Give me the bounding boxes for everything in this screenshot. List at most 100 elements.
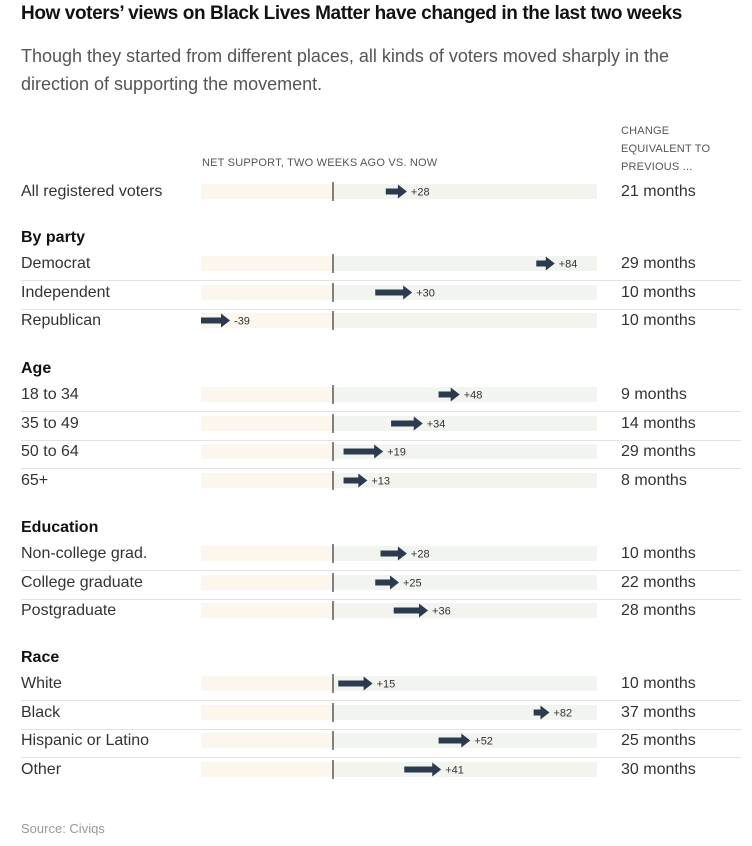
arrow-track: +28 [201,182,597,201]
change-value-label: +25 [403,577,422,589]
row-label: 35 to 49 [21,414,79,432]
change-value-label: +48 [464,390,483,402]
row-label: 50 to 64 [21,443,79,461]
row-label: College graduate [21,573,143,591]
arrow-head [419,603,429,618]
negative-zone-bg [201,284,333,300]
positive-zone-bg [333,284,597,300]
arrow-head [390,575,399,590]
months-equivalent: 10 months [621,312,696,330]
negative-zone-bg [201,676,333,691]
row-label: 18 to 34 [21,386,79,403]
negative-zone-bg [201,704,333,720]
change-value-label: +30 [416,287,435,299]
chart-row: Republican -39 10 months [21,309,741,337]
section-heading: Age [21,360,52,377]
chart-row: 35 to 49 +34 14 months [21,412,741,441]
chart-row: Other +41 30 months [21,758,741,786]
months-equivalent: 9 months [621,386,687,403]
change-value-label: +36 [432,606,451,618]
arrow-track: -39 [201,311,597,331]
arrow-shaft [380,550,399,557]
positive-zone-bg [333,387,597,402]
row-label: Non-college grad. [21,545,148,562]
arrow-shaft [533,709,542,716]
arrow-head [358,473,368,488]
row-label: 65+ [21,472,49,490]
arrow-track: +25 [201,572,597,592]
arrow-shaft [375,579,391,586]
arrow-track: +15 [201,674,597,693]
months-equivalent: 22 months [621,573,696,591]
negative-zone-bg [201,762,333,778]
positive-zone-bg [333,704,597,720]
arrow-head [540,705,550,720]
net-support-header: NET SUPPORT, TWO WEEKS AGO VS. NOW [202,157,438,169]
months-equivalent: 25 months [621,732,696,750]
arrow-shaft [343,448,376,455]
positive-zone-bg [333,256,597,271]
positive-zone-bg [333,546,597,561]
chart-row: Black +82 37 months [21,701,741,730]
change-value-label: +13 [371,476,390,488]
arrow-head [450,387,460,402]
arrow-track: +48 [201,385,597,404]
positive-zone-bg [333,444,597,460]
change-value-label: +34 [427,418,446,430]
change-value-label: -39 [234,316,250,328]
arrow-head [397,546,407,561]
arrow-track: +19 [201,442,597,462]
months-equivalent: 29 months [621,255,696,272]
positive-zone-bg [333,313,597,329]
months-equivalent: 14 months [621,414,696,432]
months-equivalent: 29 months [621,443,696,461]
row-label: Hispanic or Latino [21,732,150,750]
months-equivalent: 28 months [621,602,696,620]
row-label: Black [21,703,61,721]
arrow-head [221,313,231,328]
negative-zone-bg [201,444,333,460]
arrow-track: +13 [201,471,597,491]
chart-row: 50 to 64 +19 29 months [21,440,741,470]
positive-zone-bg [333,676,597,691]
chart-row: 18 to 34 +48 9 months [21,383,741,412]
positive-zone-bg [333,415,597,431]
change-value-label: +28 [411,187,430,199]
negative-zone-bg [201,473,333,489]
positive-zone-bg [333,473,597,489]
arrow-shaft [438,391,452,398]
months-equivalent: 21 months [621,183,696,200]
arrow-head [432,762,442,777]
arrow-head [403,285,413,300]
negative-zone-bg [201,733,333,749]
arrow-head [413,416,423,431]
chart-row: Democrat +84 29 months [21,252,741,281]
chart-row: Non-college grad. +28 10 months [21,542,741,571]
arrow-track: +84 [201,254,597,273]
months-equivalent: 10 months [621,545,696,562]
arrow-shaft [438,737,463,744]
negative-zone-bg [201,387,333,402]
arrow-shaft [375,289,405,296]
row-label: Independent [21,283,110,301]
change-value-label: +41 [445,765,464,777]
arrow-shaft [536,260,547,267]
arrow-head [363,676,373,691]
months-equivalent: 30 months [621,761,696,779]
row-label: All registered voters [21,183,163,200]
months-equivalent: 10 months [621,283,696,301]
months-equivalent: 8 months [621,472,687,490]
change-value-label: +28 [411,549,430,561]
arrow-shaft [393,607,421,614]
months-equivalent: 10 months [621,675,696,692]
chart-row: All registered voters +28 21 months [21,180,741,208]
change-value-label: +15 [377,679,396,691]
change-value-label: +19 [387,447,406,459]
arrow-shaft [343,477,360,484]
chart-row: Hispanic or Latino +52 25 months [21,729,741,759]
arrow-shaft [385,188,399,195]
arrow-head [397,184,407,199]
change-value-label: +82 [553,707,572,719]
section-heading: By party [21,229,86,246]
